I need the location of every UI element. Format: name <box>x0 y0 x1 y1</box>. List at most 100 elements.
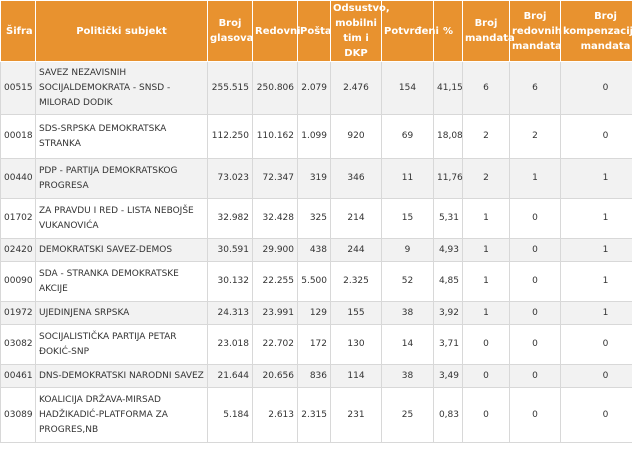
cell-regular: 29.900 <box>252 238 298 262</box>
header-confirmed[interactable]: Potvrđeni <box>381 0 439 62</box>
cell-regular: 23.991 <box>252 301 298 325</box>
cell-sifra: 01972 <box>0 301 36 325</box>
cell-percent: 4,93 <box>433 238 463 262</box>
cell-subject: SOCIJALISTIČKA PARTIJA PETAR ĐOKIĆ-SNP <box>35 324 208 365</box>
cell-absentee: 346 <box>330 158 382 199</box>
table-row: 00461 DNS-DEMOKRATSKI NARODNI SAVEZ 21.644… <box>0 364 632 388</box>
cell-compensation-mandates: 0 <box>560 61 632 115</box>
header-subject[interactable]: Politički subjekt <box>35 0 208 62</box>
cell-votes: 112.250 <box>207 114 253 159</box>
cell-percent: 0,83 <box>433 387 463 443</box>
cell-regular: 72.347 <box>252 158 298 199</box>
cell-regular: 20.656 <box>252 364 298 388</box>
cell-sifra: 03089 <box>0 387 36 443</box>
table-row: 00440 PDP - PARTIJA DEMOKRATSKOG PROGRESA… <box>0 158 632 199</box>
cell-confirmed: 69 <box>381 114 434 159</box>
cell-mail: 172 <box>297 324 331 365</box>
cell-subject: ZA PRAVDU I RED - LISTA NEBOJŠE VUKANOVI… <box>35 198 208 239</box>
cell-votes: 24.313 <box>207 301 253 325</box>
cell-confirmed: 38 <box>381 364 434 388</box>
header-compensation-mandates[interactable]: Broj kompenzacijskih mandata <box>560 0 632 62</box>
cell-percent: 5,31 <box>433 198 463 239</box>
cell-sifra: 01702 <box>0 198 36 239</box>
cell-percent: 18,08 <box>433 114 463 159</box>
cell-votes: 32.982 <box>207 198 253 239</box>
cell-confirmed: 38 <box>381 301 434 325</box>
cell-regular: 22.255 <box>252 261 298 302</box>
cell-sifra: 00090 <box>0 261 36 302</box>
cell-subject: KOALICIJA DRŽAVA-MIRSAD HADŽIKADIĆ-PLATF… <box>35 387 208 443</box>
cell-regular-mandates: 0 <box>509 364 561 388</box>
cell-regular-mandates: 0 <box>509 261 561 302</box>
cell-absentee: 2.325 <box>330 261 382 302</box>
cell-mandates: 0 <box>462 324 510 365</box>
cell-compensation-mandates: 0 <box>560 114 632 159</box>
cell-sifra: 03082 <box>0 324 36 365</box>
cell-regular: 32.428 <box>252 198 298 239</box>
cell-percent: 3,92 <box>433 301 463 325</box>
table-row: 00515 SAVEZ NEZAVISNIH SOCIJALDEMOKRATA -… <box>0 61 632 115</box>
cell-subject: UJEDINJENA SRPSKA <box>35 301 208 325</box>
cell-sifra: 00515 <box>0 61 36 115</box>
cell-votes: 30.132 <box>207 261 253 302</box>
cell-regular: 110.162 <box>252 114 298 159</box>
table-row: 00018 SDS-SRPSKA DEMOKRATSKA STRANKA 112.2… <box>0 114 632 159</box>
table-row: 03082 SOCIJALISTIČKA PARTIJA PETAR ĐOKIĆ-… <box>0 324 632 365</box>
cell-percent: 3,49 <box>433 364 463 388</box>
cell-mail: 5.500 <box>297 261 331 302</box>
cell-mandates: 2 <box>462 114 510 159</box>
cell-votes: 23.018 <box>207 324 253 365</box>
cell-absentee: 244 <box>330 238 382 262</box>
table-row: 01702 ZA PRAVDU I RED - LISTA NEBOJŠE VUK… <box>0 198 632 239</box>
cell-compensation-mandates: 1 <box>560 198 632 239</box>
cell-mandates: 1 <box>462 238 510 262</box>
cell-compensation-mandates: 0 <box>560 387 632 443</box>
cell-absentee: 130 <box>330 324 382 365</box>
cell-votes: 5.184 <box>207 387 253 443</box>
cell-subject: SAVEZ NEZAVISNIH SOCIJALDEMOKRATA - SNSD… <box>35 61 208 115</box>
table-row: 02420 DEMOKRATSKI SAVEZ-DEMOS 30.591 29.900… <box>0 238 632 262</box>
cell-regular-mandates: 6 <box>509 61 561 115</box>
cell-compensation-mandates: 1 <box>560 158 632 199</box>
cell-regular-mandates: 0 <box>509 387 561 443</box>
header-sifra[interactable]: Šifra <box>0 0 36 62</box>
cell-confirmed: 11 <box>381 158 434 199</box>
cell-mandates: 1 <box>462 198 510 239</box>
cell-absentee: 214 <box>330 198 382 239</box>
cell-mail: 319 <box>297 158 331 199</box>
cell-subject: SDA - STRANKA DEMOKRATSKE AKCIJE <box>35 261 208 302</box>
cell-regular: 22.702 <box>252 324 298 365</box>
table-row: 03089 KOALICIJA DRŽAVA-MIRSAD HADŽIKADIĆ-… <box>0 387 632 443</box>
cell-absentee: 920 <box>330 114 382 159</box>
cell-mail: 1.099 <box>297 114 331 159</box>
header-regular[interactable]: Redovni <box>252 0 301 62</box>
header-mandates[interactable]: Broj mandata <box>462 0 515 62</box>
header-votes[interactable]: Broj glasova <box>207 0 253 62</box>
cell-compensation-mandates: 1 <box>560 261 632 302</box>
cell-subject: PDP - PARTIJA DEMOKRATSKOG PROGRESA <box>35 158 208 199</box>
cell-mandates: 1 <box>462 261 510 302</box>
cell-mail: 2.079 <box>297 61 331 115</box>
cell-regular-mandates: 0 <box>509 324 561 365</box>
cell-percent: 11,76 <box>433 158 463 199</box>
cell-confirmed: 154 <box>381 61 434 115</box>
cell-subject: DEMOKRATSKI SAVEZ-DEMOS <box>35 238 208 262</box>
cell-compensation-mandates: 1 <box>560 238 632 262</box>
cell-absentee: 2.476 <box>330 61 382 115</box>
cell-compensation-mandates: 1 <box>560 301 632 325</box>
header-absentee[interactable]: Odsustvo, mobilni tim i DKP <box>330 0 390 62</box>
cell-absentee: 155 <box>330 301 382 325</box>
cell-subject: SDS-SRPSKA DEMOKRATSKA STRANKA <box>35 114 208 159</box>
cell-votes: 255.515 <box>207 61 253 115</box>
cell-sifra: 00440 <box>0 158 36 199</box>
cell-regular: 2.613 <box>252 387 298 443</box>
header-row: Šifra Politički subjekt Broj glasova Red… <box>0 0 632 62</box>
cell-absentee: 231 <box>330 387 382 443</box>
cell-percent: 4,85 <box>433 261 463 302</box>
header-mail[interactable]: Pošta <box>297 0 332 62</box>
cell-mandates: 1 <box>462 301 510 325</box>
cell-votes: 21.644 <box>207 364 253 388</box>
cell-subject: DNS-DEMOKRATSKI NARODNI SAVEZ <box>35 364 208 388</box>
cell-percent: 3,71 <box>433 324 463 365</box>
header-regular-mandates[interactable]: Broj redovnih mandata <box>509 0 562 62</box>
